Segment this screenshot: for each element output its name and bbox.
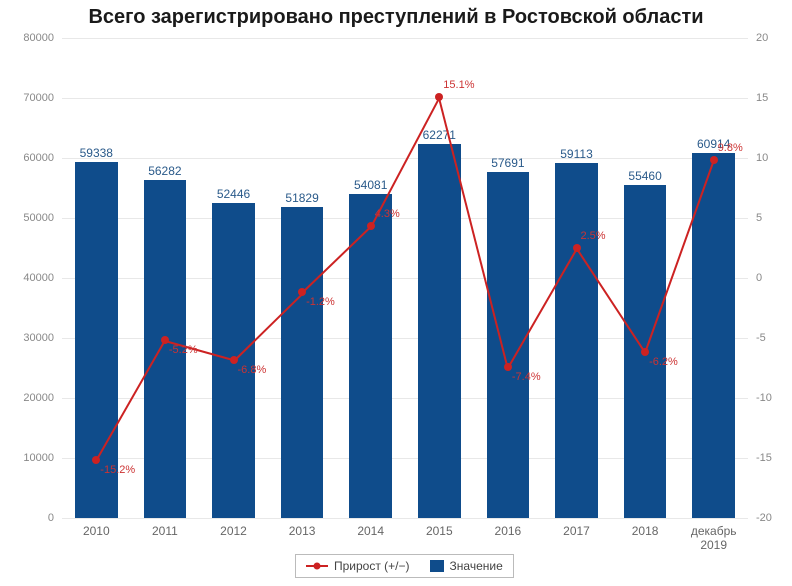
y-tick-left: 30000 xyxy=(0,332,54,344)
y-tick-left: 40000 xyxy=(0,272,54,284)
bar-value-label: 59113 xyxy=(560,147,592,161)
x-tick-label: 2012 xyxy=(220,524,247,538)
growth-label: 9.8% xyxy=(718,142,743,154)
chart-container: Всего зарегистрировано преступлений в Ро… xyxy=(0,0,792,586)
x-tick-label: 2017 xyxy=(563,524,590,538)
gridline xyxy=(62,38,748,39)
growth-label: 2.5% xyxy=(581,230,606,242)
y-tick-left: 80000 xyxy=(0,32,54,44)
y-tick-left: 70000 xyxy=(0,92,54,104)
growth-marker xyxy=(710,156,718,164)
bar xyxy=(692,153,735,518)
y-tick-right: 5 xyxy=(756,212,762,224)
x-tick-label: 2018 xyxy=(632,524,659,538)
gridline xyxy=(62,518,748,519)
y-tick-right: 0 xyxy=(756,272,762,284)
growth-marker xyxy=(435,93,443,101)
growth-label: -5.2% xyxy=(169,344,198,356)
bar-value-label: 56282 xyxy=(148,164,181,178)
plot-area: 5933856282524465182954081622715769159113… xyxy=(62,38,748,518)
growth-marker xyxy=(367,222,375,230)
growth-label: -15.2% xyxy=(100,464,135,476)
x-tick-label: 2016 xyxy=(495,524,522,538)
growth-label: -6.2% xyxy=(649,356,678,368)
bar xyxy=(555,163,598,518)
bar-value-label: 51829 xyxy=(285,191,318,205)
x-tick-label: 2014 xyxy=(357,524,384,538)
y-tick-right: -20 xyxy=(756,512,772,524)
legend: Прирост (+/−) Значение xyxy=(295,554,514,578)
y-tick-right: 10 xyxy=(756,152,768,164)
growth-label: -1.2% xyxy=(306,296,335,308)
growth-label: 15.1% xyxy=(443,79,474,91)
y-tick-right: -15 xyxy=(756,452,772,464)
growth-marker xyxy=(230,356,238,364)
growth-marker xyxy=(504,363,512,371)
legend-line-icon xyxy=(306,565,328,567)
gridline xyxy=(62,98,748,99)
growth-marker xyxy=(641,348,649,356)
x-tick-label: 2011 xyxy=(152,524,178,538)
growth-marker xyxy=(298,288,306,296)
x-tick-label: декабрь 2019 xyxy=(691,524,737,552)
legend-growth-label: Прирост (+/−) xyxy=(334,559,410,573)
growth-label: -7.4% xyxy=(512,371,541,383)
bar-value-label: 57691 xyxy=(491,156,524,170)
x-tick-label: 2013 xyxy=(289,524,316,538)
y-tick-left: 10000 xyxy=(0,452,54,464)
bar xyxy=(281,207,324,518)
growth-marker xyxy=(92,456,100,464)
y-tick-left: 50000 xyxy=(0,212,54,224)
legend-bar-icon xyxy=(430,560,444,572)
bar-value-label: 55460 xyxy=(628,169,661,183)
growth-label: -6.8% xyxy=(238,364,267,376)
y-tick-left: 20000 xyxy=(0,392,54,404)
bar-value-label: 52446 xyxy=(217,187,250,201)
y-tick-right: 20 xyxy=(756,32,768,44)
legend-value-label: Значение xyxy=(450,559,503,573)
bar-value-label: 59338 xyxy=(80,146,113,160)
y-tick-right: -10 xyxy=(756,392,772,404)
y-tick-left: 60000 xyxy=(0,152,54,164)
growth-marker xyxy=(573,244,581,252)
y-tick-left: 0 xyxy=(0,512,54,524)
y-tick-right: -5 xyxy=(756,332,766,344)
x-tick-label: 2015 xyxy=(426,524,453,538)
x-tick-label: 2010 xyxy=(83,524,110,538)
bar xyxy=(418,144,461,518)
bar xyxy=(487,172,530,518)
y-tick-right: 15 xyxy=(756,92,768,104)
bar-value-label: 54081 xyxy=(354,178,387,192)
chart-title: Всего зарегистрировано преступлений в Ро… xyxy=(0,6,792,29)
growth-label: 4.3% xyxy=(375,208,400,220)
growth-marker xyxy=(161,336,169,344)
